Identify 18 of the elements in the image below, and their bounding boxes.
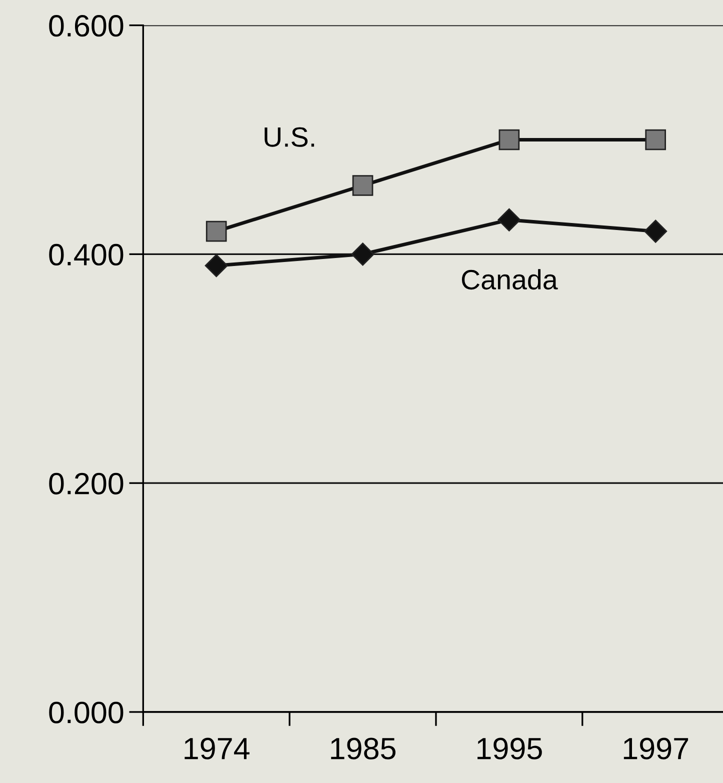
- point: [206, 220, 227, 242]
- x-tick-label: 1974: [184, 738, 250, 760]
- x-tick-label: 1995: [478, 738, 542, 760]
- point: [498, 129, 520, 150]
- point: [351, 242, 374, 266]
- y-tick-label: 0.600: [49, 15, 124, 37]
- y-tick-label: 0.200: [49, 472, 124, 494]
- point: [498, 208, 521, 232]
- x-tick-label: 1985: [331, 738, 396, 760]
- series-label: Canada: [462, 269, 558, 290]
- series-label: U.S.: [264, 127, 314, 147]
- point: [645, 129, 666, 150]
- x-tick-label: 1997: [624, 738, 688, 760]
- point: [204, 254, 228, 278]
- y-tick-label: 0.000: [49, 702, 124, 724]
- point: [644, 220, 668, 243]
- y-tick-label: 0.400: [49, 244, 124, 266]
- point: [352, 175, 374, 196]
